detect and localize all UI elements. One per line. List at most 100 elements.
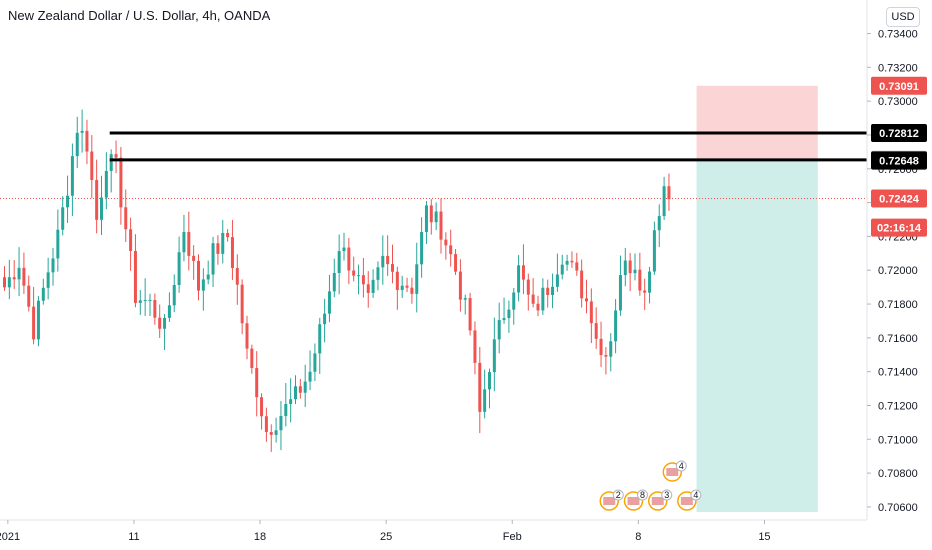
candle (158, 304, 162, 338)
economic-event-marker[interactable]: 3 (648, 489, 673, 511)
candle-body (264, 416, 268, 433)
candle (492, 317, 496, 392)
candle (70, 143, 74, 216)
candle (594, 307, 598, 349)
candle-body (463, 298, 467, 300)
candle-body (623, 260, 627, 276)
candle (376, 261, 380, 291)
candle-body (80, 130, 84, 133)
event-count-badge (661, 489, 673, 501)
price-tick-label: 0.72000 (878, 265, 918, 277)
candle-body (158, 317, 162, 329)
candle (555, 253, 559, 292)
candle (274, 417, 278, 443)
candle-body (36, 300, 40, 340)
candle (429, 199, 433, 235)
economic-event-marker[interactable]: 8 (623, 489, 648, 511)
candle-body (652, 230, 656, 272)
candle (32, 286, 36, 345)
price-tick-label: 0.71000 (878, 434, 918, 446)
price-tick-label: 0.71200 (878, 400, 918, 412)
candle (551, 273, 555, 309)
candle-body (546, 287, 550, 295)
flag-icon-body (666, 468, 679, 476)
candle-body (70, 156, 74, 196)
candle (85, 119, 89, 165)
candle-body (298, 386, 302, 393)
candle-body (507, 309, 511, 319)
candle-body (347, 247, 351, 271)
candle-body (589, 301, 593, 324)
candlesticks (3, 109, 671, 452)
candle (104, 152, 108, 210)
candle-body (56, 229, 60, 259)
take-profit-zone[interactable] (696, 159, 818, 512)
economic-event-marker[interactable]: 2 (599, 489, 624, 511)
candle (235, 254, 239, 305)
candle (638, 252, 642, 296)
event-count: 2 (616, 490, 621, 500)
candle-body (517, 265, 521, 293)
candle (570, 251, 574, 268)
candle-body (240, 284, 244, 324)
candle (337, 234, 341, 295)
candle-body (449, 245, 453, 255)
currency-button[interactable]: USD (886, 7, 920, 27)
price-badge-label: 0.73091 (879, 81, 919, 93)
candle-body (172, 285, 176, 306)
candle-body (148, 299, 152, 301)
candle (308, 350, 312, 391)
candle-body (308, 371, 312, 382)
candle (313, 343, 317, 382)
price-badge: 02:16:14 (871, 218, 927, 237)
candle (279, 400, 283, 451)
candle-body (289, 399, 293, 405)
candle (51, 248, 55, 286)
candle-body (521, 265, 525, 280)
candle (395, 266, 399, 310)
candle-body (235, 268, 239, 285)
candle-body (85, 130, 89, 152)
candle (75, 116, 79, 169)
price-badge: 0.72424 (871, 189, 927, 208)
event-count: 4 (679, 461, 684, 471)
candle-body (458, 271, 462, 300)
candle-body (604, 355, 608, 357)
candle-body (628, 260, 632, 274)
candle (298, 378, 302, 399)
candle-body (424, 205, 428, 233)
candle (410, 277, 414, 304)
candle-body (230, 237, 234, 269)
candle-body (454, 254, 458, 272)
candle-body (415, 264, 419, 294)
candle (269, 424, 273, 452)
candle (357, 264, 361, 295)
candle (56, 209, 60, 272)
candle-body (618, 275, 622, 311)
candle-body (585, 298, 588, 302)
candle (439, 198, 443, 254)
candle (255, 351, 259, 417)
candle-body (167, 305, 171, 318)
economic-event-marker[interactable]: 4 (677, 489, 702, 511)
candle (143, 278, 147, 316)
candle-body (560, 264, 564, 275)
stop-loss-zone[interactable] (696, 85, 818, 160)
candle-body (609, 341, 613, 357)
event-count: 4 (693, 490, 698, 500)
candle-body (12, 277, 16, 280)
candle (221, 220, 225, 264)
price-tick-label: 0.73400 (878, 29, 918, 41)
economic-event-marker[interactable]: 4 (662, 460, 687, 482)
candle (483, 369, 487, 419)
candle (36, 296, 40, 347)
candle (352, 256, 356, 282)
event-count-badge (675, 460, 687, 472)
candle (46, 257, 50, 300)
candle (226, 229, 230, 242)
candle-body (114, 154, 118, 158)
candle (400, 275, 404, 298)
candle-body (138, 300, 142, 303)
candle (187, 211, 191, 271)
